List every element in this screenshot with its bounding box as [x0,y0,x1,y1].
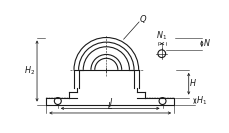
Text: L: L [107,102,112,111]
Text: H$_1$: H$_1$ [196,95,207,107]
Text: Q: Q [139,15,146,24]
Text: H: H [189,79,195,88]
Text: N$_1$: N$_1$ [155,30,167,42]
Text: H$_2$: H$_2$ [24,65,35,77]
Text: N: N [202,39,208,48]
Text: J: J [109,98,111,107]
